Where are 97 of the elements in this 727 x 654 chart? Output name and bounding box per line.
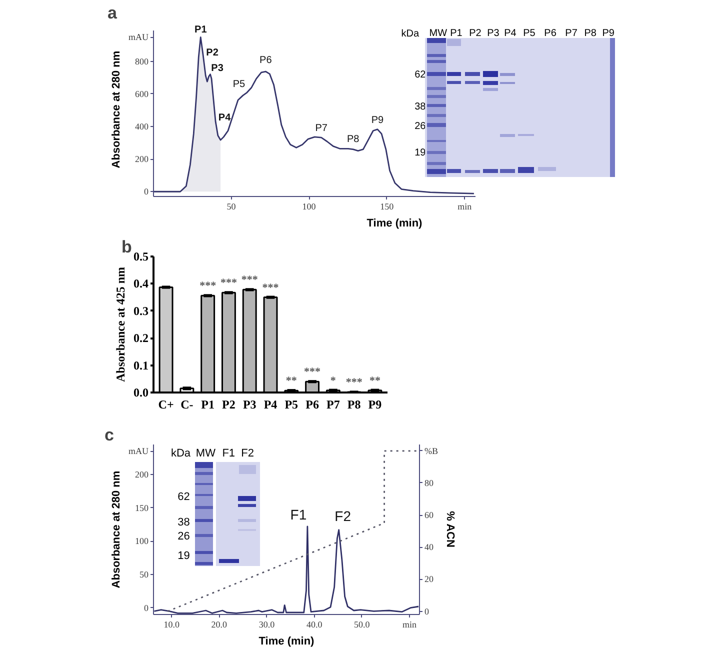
data-label: ** bbox=[286, 375, 298, 388]
y-tick-label: 0.0 bbox=[134, 386, 148, 400]
y-tick-label: 0.1 bbox=[134, 358, 148, 372]
y-tick-label: 400 bbox=[135, 122, 149, 132]
x-axis-title: Time (min) bbox=[366, 218, 423, 230]
annotation: P6 bbox=[260, 55, 272, 66]
x-tick-label: P6 bbox=[306, 398, 319, 412]
annotation: F2 bbox=[334, 508, 352, 524]
x-tick-label: P8 bbox=[347, 398, 361, 412]
text: c bbox=[104, 426, 114, 444]
x-tick-label: P7 bbox=[326, 398, 340, 412]
y2-tick-label: 80 bbox=[424, 478, 434, 488]
y2-tick-label: 60 bbox=[424, 510, 434, 520]
annotation: P1 bbox=[450, 28, 463, 39]
data-label: *** bbox=[346, 376, 363, 389]
annotation: P4 bbox=[218, 112, 232, 124]
y-tick-label: 150 bbox=[135, 502, 149, 513]
x-tick-label: P2 bbox=[222, 398, 236, 412]
annotation: P3 bbox=[211, 62, 224, 74]
annotation: P5 bbox=[232, 79, 246, 90]
y-tick-label: 0 bbox=[144, 602, 149, 613]
annotation: 19 bbox=[178, 550, 190, 562]
x-tick-label: 100 bbox=[302, 202, 316, 212]
text: b bbox=[122, 238, 132, 256]
x-tick-label: 10.0 bbox=[164, 620, 180, 630]
data-label: *** bbox=[200, 280, 217, 292]
x-tick-label: 40.0 bbox=[306, 620, 323, 630]
text: P8 bbox=[584, 28, 597, 39]
y2-tick-label: 40 bbox=[424, 542, 434, 552]
data-label: *** bbox=[220, 277, 238, 290]
text: P9 bbox=[602, 28, 615, 39]
y-tick-label: 800 bbox=[135, 56, 149, 66]
text: P7 bbox=[565, 28, 578, 39]
y-tick-label: 0 bbox=[144, 186, 149, 197]
y-tick-label: 200 bbox=[135, 154, 149, 164]
data-label: *** bbox=[241, 274, 258, 286]
y2-axis-title: % ACN bbox=[444, 511, 456, 548]
x-tick-label: C- bbox=[180, 398, 194, 412]
x-tick-label: 30.0 bbox=[258, 620, 276, 630]
annotation: kDa bbox=[170, 448, 192, 460]
x-tick-label: 50.0 bbox=[354, 620, 370, 630]
y2-tick-label: 20 bbox=[424, 574, 434, 584]
y-tick-label: mAU bbox=[128, 446, 149, 456]
text: P4 bbox=[504, 28, 517, 39]
y-axis-title: Absorbance at 280 nm bbox=[110, 50, 122, 168]
y-tick-label: 0.4 bbox=[134, 276, 148, 291]
y-tick-label: 0.2 bbox=[134, 331, 148, 346]
x-tick-label: P1 bbox=[201, 398, 214, 412]
x-tick-label: 50 bbox=[226, 202, 236, 212]
data-label: *** bbox=[304, 366, 322, 378]
x-tick-label: 150 bbox=[380, 202, 394, 212]
text: a bbox=[108, 4, 118, 22]
annotation: P2 bbox=[469, 28, 482, 39]
annotation: P8 bbox=[346, 134, 360, 146]
y-tick-label: 600 bbox=[135, 88, 149, 99]
x-tick-label: min bbox=[402, 620, 418, 630]
data-label: ** bbox=[369, 374, 381, 387]
y-tick-label: 0.3 bbox=[134, 304, 148, 318]
annotation: MW bbox=[429, 28, 448, 39]
annotation: 19 bbox=[414, 148, 426, 159]
annotation: P2 bbox=[206, 48, 219, 59]
y-tick-label: 50 bbox=[140, 570, 149, 580]
text: P6 bbox=[544, 28, 557, 39]
annotation: P9 bbox=[371, 114, 384, 126]
x-tick-label: C+ bbox=[158, 398, 174, 412]
x-tick-label: P3 bbox=[242, 398, 256, 412]
x-tick-label: P4 bbox=[264, 398, 278, 412]
data-label: *** bbox=[262, 282, 280, 294]
annotation: 62 bbox=[414, 69, 426, 80]
y2-tick-label: 0 bbox=[424, 606, 430, 616]
annotation: F1 bbox=[222, 448, 236, 460]
annotation: MW bbox=[196, 448, 216, 460]
annotation: kDa bbox=[401, 28, 420, 40]
x-tick-label: min bbox=[458, 202, 472, 212]
text: P5 bbox=[523, 28, 536, 39]
annotation: P7 bbox=[315, 123, 328, 134]
annotation: P1 bbox=[194, 24, 208, 36]
y2-tick-label: %B bbox=[424, 446, 438, 456]
annotation: 38 bbox=[414, 102, 426, 113]
annotation: 38 bbox=[178, 516, 190, 529]
y-tick-label: 100 bbox=[135, 536, 149, 546]
data-label: * bbox=[330, 374, 336, 387]
x-axis-title: Time (min) bbox=[258, 636, 315, 648]
annotation: 62 bbox=[178, 490, 190, 503]
annotation: F2 bbox=[241, 448, 254, 460]
y-axis-title: Absorbance at 280 nm bbox=[110, 470, 122, 588]
y-tick-label: mAU bbox=[128, 32, 149, 42]
x-tick-label: P9 bbox=[368, 398, 382, 412]
y-tick-label: 200 bbox=[135, 470, 149, 480]
text: P3 bbox=[487, 28, 500, 39]
annotation: 26 bbox=[414, 120, 426, 132]
y-axis-title: Absorbance at 425 nm bbox=[114, 266, 128, 382]
annotation: F1 bbox=[290, 506, 307, 522]
y-tick-label: 0.5 bbox=[134, 250, 148, 264]
annotation: 26 bbox=[178, 530, 190, 542]
x-tick-label: 20.0 bbox=[211, 620, 228, 630]
x-tick-label: P5 bbox=[284, 398, 298, 412]
